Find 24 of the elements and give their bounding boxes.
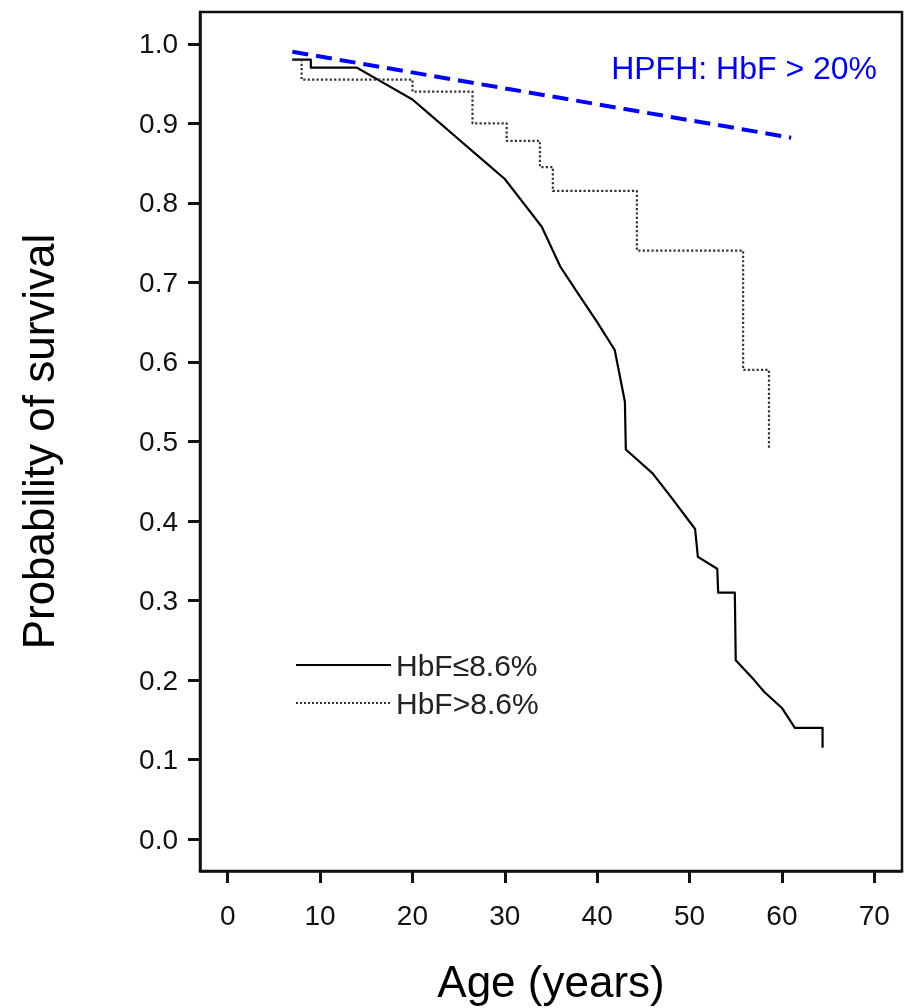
y-tick-label: 0.9 [139,107,178,139]
y-axis-title: Probability of survival [13,233,63,650]
y-tick-label: 0.3 [139,585,178,617]
y-tick-label: 0.5 [139,426,178,457]
x-tick-label: 10 [304,899,336,931]
x-tick-label: 30 [489,899,521,931]
x-tick-label: 0 [219,899,236,931]
legend-label: HbF>8.6% [396,686,539,720]
x-tick-label: 40 [581,899,613,931]
y-tick-label: 0.8 [139,187,178,219]
annotation: HPFH: HbF > 20% [611,50,877,86]
y-tick-label: 0.7 [139,266,178,298]
y-tick-label: 0.2 [139,664,178,696]
y-tick-label: 0.4 [139,505,178,537]
x-tick-label: 20 [396,899,429,931]
y-tick-label: 1.0 [139,28,178,60]
x-tick-label: 70 [858,899,890,931]
x-tick-label: 50 [673,899,706,931]
y-tick-label: 0.0 [139,823,178,855]
y-tick-label: 0.1 [139,744,178,776]
legend-label: HbF≤8.6% [396,648,538,682]
x-tick-label: 60 [766,899,798,931]
x-axis-title: Age (years) [437,956,665,1006]
y-tick-label: 0.6 [139,346,178,378]
